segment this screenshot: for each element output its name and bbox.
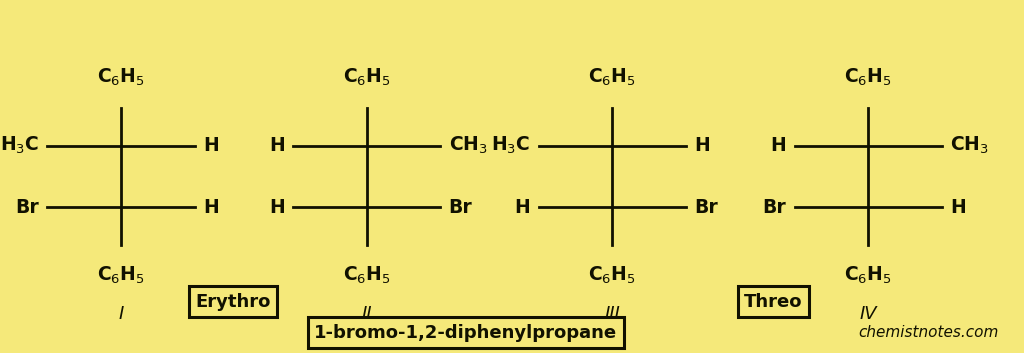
Text: Threo: Threo bbox=[743, 293, 803, 311]
Text: H: H bbox=[203, 136, 218, 155]
Text: H: H bbox=[950, 198, 966, 217]
Text: H$_3$C: H$_3$C bbox=[492, 135, 530, 156]
Text: H: H bbox=[269, 136, 285, 155]
Text: CH$_3$: CH$_3$ bbox=[449, 135, 487, 156]
Text: CH$_3$: CH$_3$ bbox=[950, 135, 989, 156]
Text: C$_6$H$_5$: C$_6$H$_5$ bbox=[97, 265, 144, 286]
Text: I: I bbox=[118, 305, 124, 323]
Text: C$_6$H$_5$: C$_6$H$_5$ bbox=[845, 67, 892, 88]
Text: C$_6$H$_5$: C$_6$H$_5$ bbox=[589, 265, 636, 286]
Text: H$_3$C: H$_3$C bbox=[0, 135, 39, 156]
Text: C$_6$H$_5$: C$_6$H$_5$ bbox=[343, 265, 390, 286]
Text: H: H bbox=[269, 198, 285, 217]
Text: C$_6$H$_5$: C$_6$H$_5$ bbox=[589, 67, 636, 88]
Text: IV: IV bbox=[859, 305, 878, 323]
Text: III: III bbox=[604, 305, 621, 323]
Text: H: H bbox=[515, 198, 530, 217]
Text: Br: Br bbox=[763, 198, 786, 217]
Text: C$_6$H$_5$: C$_6$H$_5$ bbox=[97, 67, 144, 88]
Text: C$_6$H$_5$: C$_6$H$_5$ bbox=[845, 265, 892, 286]
Text: H: H bbox=[203, 198, 218, 217]
Text: Br: Br bbox=[449, 198, 472, 217]
Text: C$_6$H$_5$: C$_6$H$_5$ bbox=[343, 67, 390, 88]
Text: Br: Br bbox=[15, 198, 39, 217]
Text: chemistnotes.com: chemistnotes.com bbox=[858, 325, 998, 340]
Text: H: H bbox=[694, 136, 710, 155]
Text: II: II bbox=[361, 305, 372, 323]
Text: Br: Br bbox=[694, 198, 718, 217]
Text: Erythro: Erythro bbox=[196, 293, 271, 311]
Text: 1-bromo-1,2-diphenylpropane: 1-bromo-1,2-diphenylpropane bbox=[314, 324, 617, 341]
Text: H: H bbox=[771, 136, 786, 155]
